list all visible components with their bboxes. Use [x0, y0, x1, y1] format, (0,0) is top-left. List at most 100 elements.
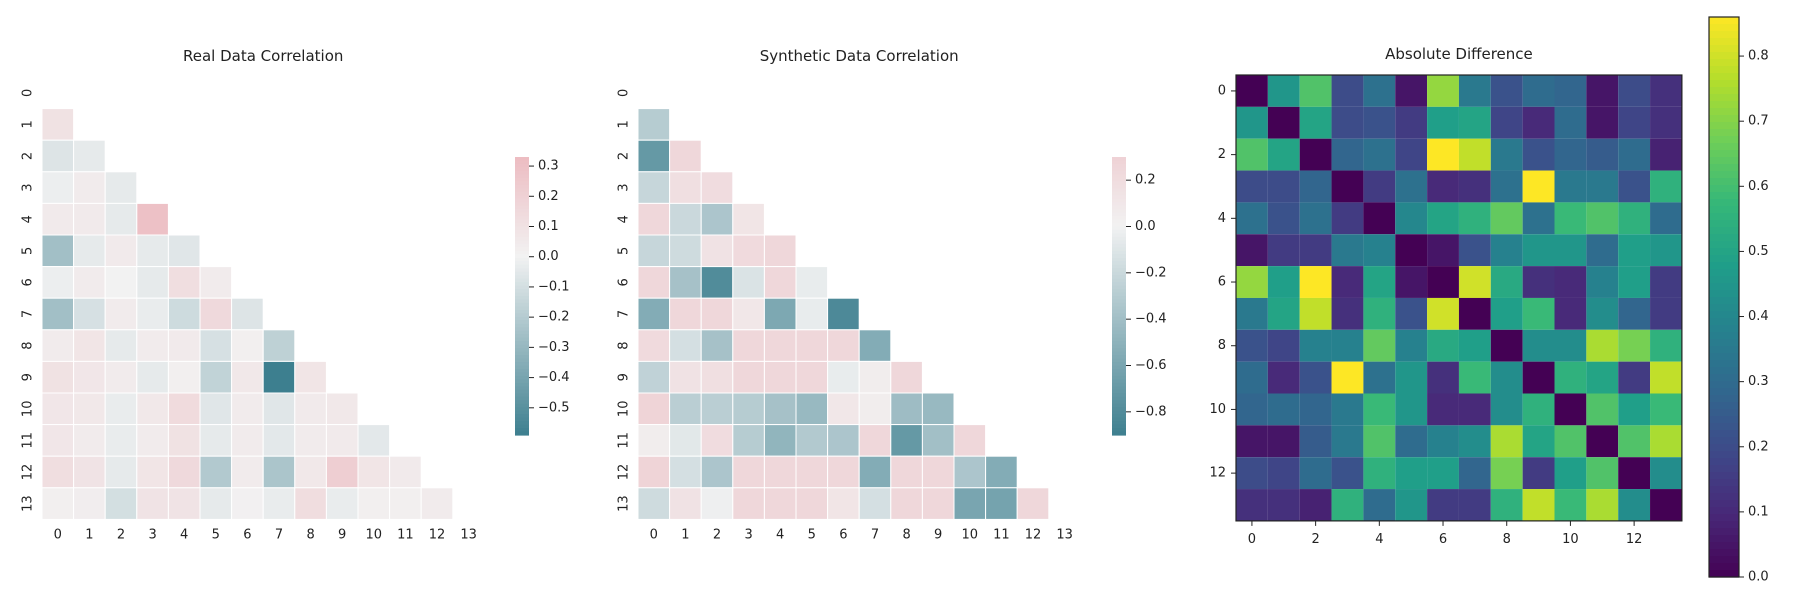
- colorbar-segment: [515, 177, 529, 182]
- colorbar-segment: [515, 313, 529, 318]
- heatmap-cell: [1458, 489, 1491, 521]
- colorbar-segment: [1112, 306, 1126, 311]
- heatmap-cell: [294, 455, 327, 489]
- heatmap-cell: [795, 424, 829, 457]
- heatmap-cell: [167, 392, 201, 426]
- heatmap-cell: [669, 266, 702, 299]
- heatmap-cell: [1299, 170, 1332, 203]
- x-tick-label: 0: [1248, 532, 1256, 547]
- heatmap-cell: [167, 360, 201, 394]
- heatmap-cell: [1236, 202, 1268, 235]
- colorbar-segment: [515, 431, 529, 436]
- heatmap-cell: [1490, 425, 1523, 458]
- heatmap-cell: [669, 392, 702, 426]
- colorbar-segment: [1709, 192, 1739, 200]
- colorbar-segment: [1709, 227, 1739, 235]
- heatmap-cell: [669, 202, 702, 236]
- colorbar-segment: [1112, 243, 1126, 248]
- x-tick-label: 12: [1025, 527, 1042, 542]
- colorbar-segment: [515, 247, 529, 252]
- heatmap-cell: [1331, 297, 1364, 330]
- colorbar-segment: [1112, 344, 1126, 349]
- heatmap-cell: [1650, 170, 1682, 203]
- colorbar-segment: [515, 292, 529, 297]
- colorbar-segment: [1709, 472, 1739, 480]
- heatmap-cell: [858, 487, 892, 520]
- x-tick-label: 4: [776, 527, 784, 542]
- heatmap-cell: [262, 455, 296, 489]
- x-tick-label: 9: [338, 527, 346, 542]
- x-tick-label: 12: [429, 527, 446, 542]
- colorbar-segment: [515, 424, 529, 429]
- colorbar-segment: [1709, 500, 1739, 508]
- heatmap-cell: [732, 392, 765, 426]
- heatmap-cell: [1490, 75, 1523, 107]
- heatmap-cell: [199, 266, 233, 299]
- heatmap-cell: [1618, 457, 1651, 490]
- colorbar-segment: [1112, 396, 1126, 401]
- heatmap-cell: [1522, 425, 1555, 458]
- heatmap-cell: [1650, 329, 1682, 362]
- heatmap-cell: [73, 171, 106, 204]
- colorbar-segment: [515, 240, 529, 245]
- colorbar-segment: [515, 223, 529, 228]
- colorbar-segment: [1112, 323, 1126, 328]
- heatmap-cell: [1363, 75, 1396, 107]
- heatmap-cell: [1267, 361, 1300, 394]
- heatmap-cell: [732, 487, 765, 520]
- heatmap-cell: [1650, 106, 1682, 139]
- heatmap-cell: [73, 424, 106, 457]
- heatmap-cell: [41, 234, 75, 268]
- colorbar-segment: [1709, 24, 1739, 32]
- colorbar-segment: [515, 261, 529, 266]
- heatmap-cell: [199, 392, 233, 426]
- heatmap-cell: [700, 171, 734, 204]
- heatmap-cell: [1363, 106, 1396, 139]
- colorbar-segment: [515, 184, 529, 189]
- colorbar-tick-label: 0.7: [1748, 114, 1769, 129]
- colorbar-segment: [515, 400, 529, 405]
- colorbar-segment: [515, 282, 529, 287]
- heatmap-cell: [700, 392, 734, 426]
- x-tick-label: 5: [212, 527, 220, 542]
- x-tick-label: 13: [460, 527, 477, 542]
- heatmap-cell: [1522, 457, 1555, 490]
- y-tick-label: 0: [1218, 83, 1226, 98]
- heatmap-cell: [73, 360, 106, 394]
- colorbar-segment: [1709, 444, 1739, 452]
- heatmap-cell: [1554, 75, 1587, 107]
- heatmap-cell: [1586, 297, 1619, 330]
- heatmap-cell: [1522, 234, 1555, 267]
- heatmap-cell: [858, 392, 892, 426]
- colorbar-tick-label: 0.8: [1748, 49, 1769, 64]
- colorbar-tick-label: 0.2: [1748, 439, 1769, 454]
- colorbar-segment: [515, 414, 529, 419]
- heatmap-cell: [1267, 457, 1300, 490]
- colorbar-segment: [1112, 247, 1126, 252]
- heatmap-cell: [1299, 106, 1332, 139]
- heatmap-cell: [1650, 425, 1682, 458]
- colorbar-segment: [1709, 493, 1739, 501]
- colorbar-segment: [515, 386, 529, 391]
- heatmap-cell: [1586, 170, 1619, 203]
- colorbar-segment: [1709, 199, 1739, 207]
- colorbar-segment: [1112, 337, 1126, 342]
- colorbar-segment: [1709, 437, 1739, 445]
- heatmap-cell: [104, 455, 138, 489]
- colorbar-segment: [1112, 198, 1126, 203]
- heatmap-cell: [1650, 361, 1682, 394]
- colorbar-segment: [1709, 360, 1739, 368]
- heatmap-cell: [1395, 393, 1428, 426]
- colorbar-tick-label: 0.5: [1748, 244, 1769, 259]
- heatmap-cell: [795, 266, 829, 299]
- heatmap-cell: [1618, 266, 1651, 298]
- colorbar-segment: [515, 205, 529, 210]
- heatmap-cell: [1650, 297, 1682, 330]
- colorbar-segment: [1112, 400, 1126, 405]
- colorbar-segment: [1112, 302, 1126, 308]
- colorbar-segment: [1709, 101, 1739, 109]
- heatmap-cell: [73, 392, 106, 426]
- heatmap-cell: [1490, 297, 1523, 330]
- y-tick-label: 9: [21, 373, 36, 381]
- colorbar-tick-label: 0.1: [1748, 504, 1769, 519]
